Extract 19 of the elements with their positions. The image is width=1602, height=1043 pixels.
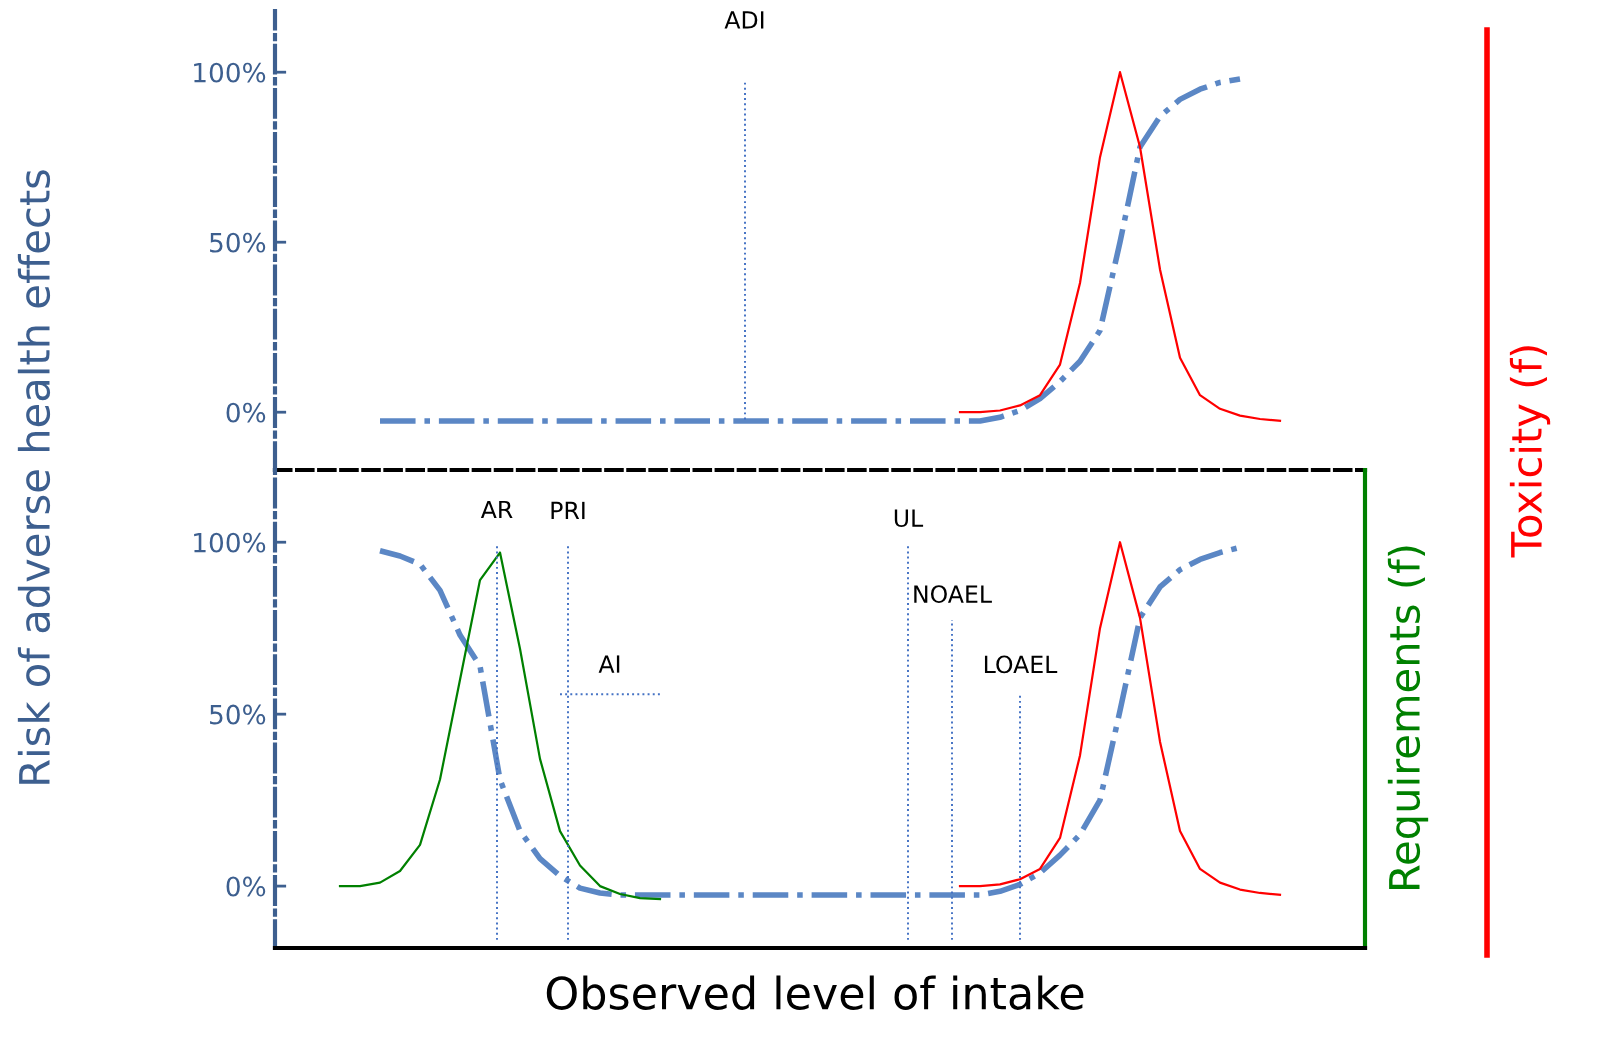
y-tick-label: 100%	[194, 532, 266, 553]
annotation: PRI	[551, 501, 585, 520]
annotation: UL	[894, 509, 924, 528]
y-tick-label: 0%	[226, 876, 266, 897]
y-tick-label: 100%	[194, 62, 266, 83]
y2-axis-title: Toxicity (f)	[1509, 346, 1551, 558]
y-tick-label: 50%	[210, 232, 266, 253]
y-axis-title: Risk of adverse health effects	[17, 170, 51, 784]
annotation: AR	[480, 500, 513, 519]
y2-axis-title: Requirements (f)	[1387, 546, 1429, 889]
line-series	[958, 71, 1282, 422]
y-tick-label: 0%	[226, 402, 266, 423]
x-axis-title: Observed level of intake	[546, 975, 1084, 1010]
y-tick-label: 50%	[210, 704, 266, 725]
annotation: NOAEL	[914, 585, 992, 604]
series-label: AI	[598, 655, 620, 673]
annotation: ADI	[724, 11, 764, 29]
annotation: LOAEL	[984, 655, 1058, 674]
line-series	[338, 551, 662, 901]
